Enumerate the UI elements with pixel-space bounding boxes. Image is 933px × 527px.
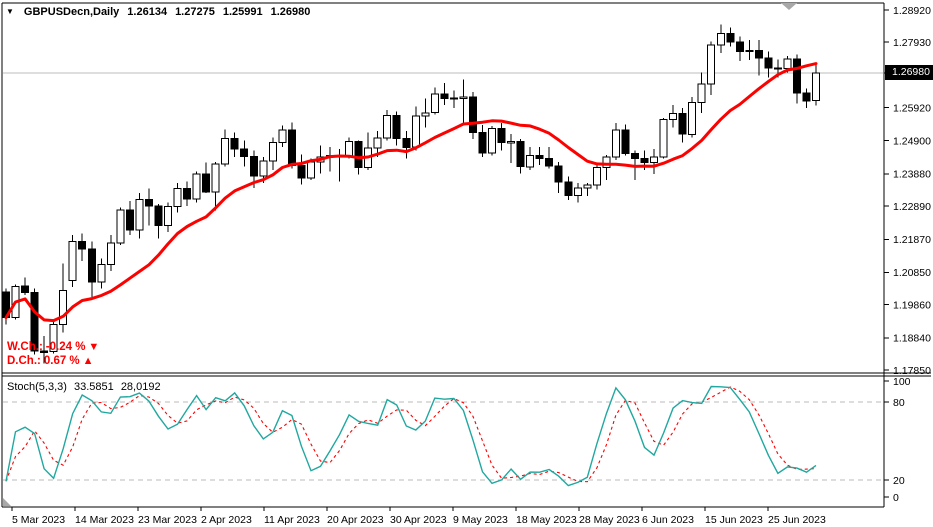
svg-text:1.27930: 1.27930 xyxy=(893,37,931,49)
svg-text:15 Jun 2023: 15 Jun 2023 xyxy=(705,514,763,526)
indicator-scale-axis[interactable]: 100 80 20 0 xyxy=(884,376,911,504)
moving-average-line xyxy=(4,62,818,323)
up-arrow-icon: ▲ xyxy=(82,355,94,367)
stochastic-d-value: 28,0192 xyxy=(120,381,161,393)
svg-text:1.24900: 1.24900 xyxy=(893,136,931,148)
svg-text:5 Mar 2023: 5 Mar 2023 xyxy=(12,514,65,526)
svg-text:1.22890: 1.22890 xyxy=(893,201,931,213)
stochastic-main-line xyxy=(5,385,817,487)
close-quote: 1.26980 xyxy=(270,6,311,18)
high-quote: 1.27275 xyxy=(175,6,215,18)
svg-text:18 May 2023: 18 May 2023 xyxy=(516,514,577,526)
daily-change-label: D.Ch.: xyxy=(7,355,41,367)
svg-text:1.20850: 1.20850 xyxy=(893,267,931,279)
stochastic-k-value: 33.5851 xyxy=(73,381,114,393)
stochastic-name: Stoch(5,3,3) xyxy=(7,381,67,393)
candles xyxy=(2,24,820,364)
svg-text:0: 0 xyxy=(893,492,899,504)
weekly-change-readout: W.Ch.: -0.24 % ▼ xyxy=(7,341,99,354)
svg-text:25 Jun 2023: 25 Jun 2023 xyxy=(768,514,826,526)
chart-title-bar: ▼ GBPUSDecn,Daily 1.26134 1.27275 1.2599… xyxy=(6,6,310,18)
svg-text:100: 100 xyxy=(893,376,911,388)
symbol-period-label: GBPUSDecn,Daily xyxy=(23,6,120,18)
svg-text:30 Apr 2023: 30 Apr 2023 xyxy=(390,514,447,526)
svg-text:1.28920: 1.28920 xyxy=(893,5,931,17)
price-axis[interactable]: 1.28920 1.27930 1.26980 1.25920 1.24900 1.238… xyxy=(884,5,931,377)
scroll-corner-icon xyxy=(3,498,11,506)
daily-change-readout: D.Ch.: 0.67 % ▲ xyxy=(7,355,94,368)
current-price-badge: 1.26980 xyxy=(885,65,933,80)
stochastic-signal-line xyxy=(5,386,817,483)
weekly-change-value: -0.24 % xyxy=(45,341,86,353)
svg-text:2 Apr 2023: 2 Apr 2023 xyxy=(201,514,252,526)
svg-text:80: 80 xyxy=(893,397,905,409)
weekly-change-label: W.Ch.: xyxy=(7,341,43,353)
svg-text:1.18840: 1.18840 xyxy=(893,333,931,345)
svg-text:6 Jun 2023: 6 Jun 2023 xyxy=(642,514,694,526)
svg-text:20 Apr 2023: 20 Apr 2023 xyxy=(327,514,384,526)
svg-text:28 May 2023: 28 May 2023 xyxy=(579,514,640,526)
low-quote: 1.25991 xyxy=(222,6,263,18)
svg-text:1.19860: 1.19860 xyxy=(893,299,931,311)
svg-text:14 Mar 2023: 14 Mar 2023 xyxy=(75,514,134,526)
stochastic-indicator-label: Stoch(5,3,3) 33.5851 28,0192 xyxy=(7,381,165,393)
svg-text:9 May 2023: 9 May 2023 xyxy=(453,514,508,526)
symbol-dropdown-icon[interactable]: ▼ xyxy=(6,7,14,16)
svg-text:1.23880: 1.23880 xyxy=(893,169,931,181)
time-axis[interactable]: 5 Mar 2023 14 Mar 2023 23 Mar 2023 2 Apr 20… xyxy=(11,507,826,526)
svg-text:11 Apr 2023: 11 Apr 2023 xyxy=(264,514,320,526)
svg-text:23 Mar 2023: 23 Mar 2023 xyxy=(138,514,197,526)
svg-text:1.21870: 1.21870 xyxy=(893,234,931,246)
svg-text:1.25920: 1.25920 xyxy=(893,102,931,114)
svg-text:1.17850: 1.17850 xyxy=(893,365,931,377)
down-arrow-icon: ▼ xyxy=(88,341,100,353)
svg-text:20: 20 xyxy=(893,475,905,487)
open-quote: 1.26134 xyxy=(127,6,168,18)
daily-change-value: 0.67 % xyxy=(43,355,80,367)
chart-shift-marker-icon[interactable] xyxy=(781,3,797,10)
